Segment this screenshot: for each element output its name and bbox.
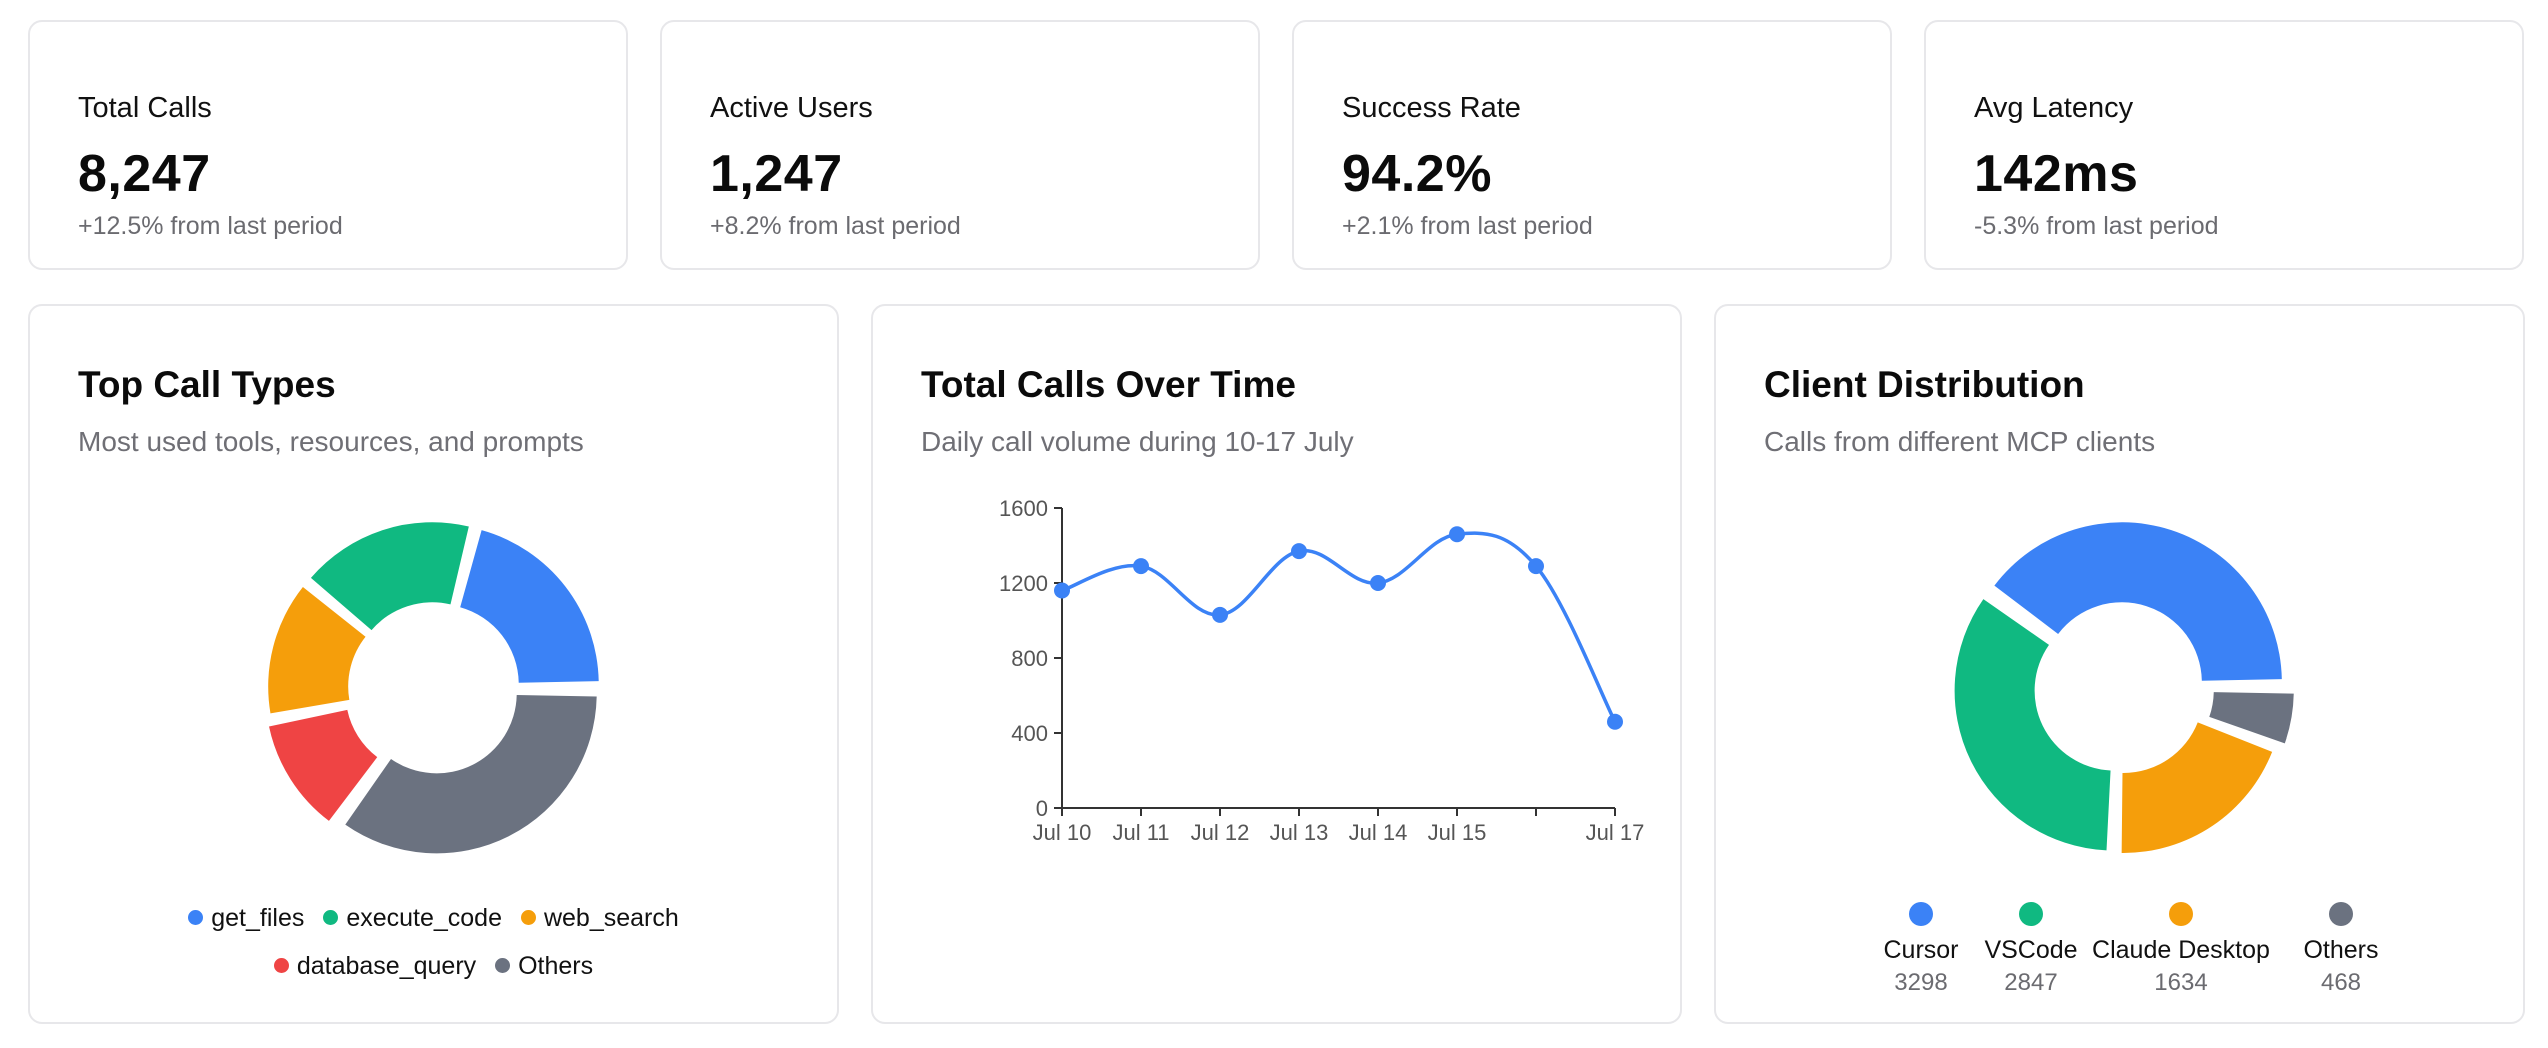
slice-cursor (1994, 522, 2282, 681)
stat-value: 142ms (1974, 145, 2139, 203)
y-tick-label: 800 (1011, 646, 1048, 671)
x-tick-label: Jul 17 (1586, 820, 1645, 845)
legend-count: 1634 (2154, 969, 2208, 996)
data-point (1607, 713, 1623, 730)
legend-item-vscode: VSCode 2847 (1956, 902, 2106, 997)
y-tick-label: 1200 (999, 571, 1048, 596)
stat-card-avg-latency: Avg Latency 142ms -5.3% from last period (1924, 20, 2524, 270)
slice-vscode (1954, 599, 2111, 851)
legend-dot (188, 909, 204, 925)
legend-count: 468 (2320, 969, 2362, 996)
stat-delta: +12.5% from last period (78, 212, 343, 240)
legend-label: get_files (211, 904, 305, 932)
panel-subtitle: Most used tools, resources, and prompts (78, 426, 584, 457)
legend-label: VSCode (1984, 936, 2078, 964)
stat-label: Active Users (710, 92, 873, 124)
slice-others (2209, 692, 2294, 744)
slice-get-files (460, 530, 599, 683)
panel-title: Top Call Types (78, 364, 336, 405)
panel-title: Client Distribution (1764, 364, 2085, 405)
data-point (1449, 526, 1465, 543)
legend-dot (520, 909, 536, 925)
data-point (1054, 582, 1070, 599)
slice-claude-desktop (2121, 722, 2273, 853)
stat-delta: -5.3% from last period (1974, 212, 2219, 240)
legend-label: database_query (296, 952, 477, 980)
client-distribution-card: Client Distribution Calls from different… (1714, 304, 2525, 1024)
legend-label: Claude Desktop (2092, 936, 2270, 964)
legend-count: 3298 (1894, 969, 1948, 996)
stat-delta: +8.2% from last period (710, 212, 961, 240)
data-point (1212, 606, 1228, 623)
stat-label: Avg Latency (1974, 92, 2134, 124)
x-tick-label: Jul 13 (1270, 820, 1329, 845)
calls-over-time-card: Total Calls Over Time Daily call volume … (871, 304, 1682, 1024)
legend-dot (495, 957, 511, 973)
legend-item-claude-desktop: Claude Desktop 1634 (2066, 902, 2296, 997)
call-types-legend: get_files execute_code web_search (30, 904, 837, 933)
panel-subtitle: Calls from different MCP clients (1764, 426, 2156, 457)
x-tick-label: Jul 10 (1033, 820, 1092, 845)
data-point (1370, 575, 1386, 591)
legend-label: Others (2303, 936, 2379, 964)
stat-card-total-calls: Total Calls 8,247 +12.5% from last perio… (28, 20, 628, 270)
data-point (1291, 543, 1307, 560)
stat-card-active-users: Active Users 1,247 +8.2% from last perio… (660, 20, 1260, 270)
legend-item: get_files (188, 904, 304, 933)
panel-subtitle: Daily call volume during 10-17 July (921, 426, 1354, 457)
legend-label: Cursor (1883, 936, 1959, 964)
stat-value: 8,247 (78, 145, 211, 203)
x-tick-label: Jul 12 (1191, 820, 1250, 845)
y-tick-label: 0 (1036, 796, 1048, 821)
slice-execute-code (310, 522, 469, 631)
slice-Others (345, 694, 597, 854)
stat-delta: +2.1% from last period (1342, 212, 1593, 240)
legend-label: Others (518, 952, 594, 980)
legend-dot (2169, 902, 2193, 926)
legend-item-others: Others 468 (2276, 902, 2406, 997)
legend-label: web_search (543, 904, 679, 932)
stat-label: Total Calls (78, 92, 212, 124)
panel-title: Total Calls Over Time (921, 364, 1296, 405)
call-types-legend-row-2: database_query Others (30, 952, 837, 981)
stat-value: 1,247 (710, 145, 843, 203)
stat-value: 94.2% (1342, 145, 1492, 203)
data-point (1528, 558, 1544, 575)
data-point (1133, 558, 1149, 575)
legend-dot (323, 909, 339, 925)
x-tick-label: Jul 14 (1349, 820, 1408, 845)
top-call-types-card: Top Call Types Most used tools, resource… (28, 304, 839, 1024)
calls-line-chart: 0 400 800 1200 1600 Jul 10 Jul 11 Jul 12 Jul 13 J… (999, 496, 1645, 845)
x-tick-label: Jul 15 (1428, 820, 1487, 845)
legend-dot (2329, 902, 2353, 926)
y-tick-label: 400 (1011, 721, 1048, 746)
stat-label: Success Rate (1342, 92, 1521, 124)
slice-web-search (268, 587, 366, 714)
stat-card-success-rate: Success Rate 94.2% +2.1% from last perio… (1292, 20, 1892, 270)
legend-count: 2847 (2004, 969, 2058, 996)
x-tick-label: Jul 11 (1112, 820, 1169, 845)
call-types-donut-chart (268, 522, 599, 854)
legend-item: database_query (273, 952, 477, 981)
slice-database-query (269, 709, 378, 821)
legend-item: execute_code (323, 904, 502, 933)
legend-item-cursor: Cursor 3298 (1846, 902, 1996, 997)
legend-label: execute_code (346, 904, 502, 932)
legend-dot (1909, 902, 1933, 926)
legend-item: Others (495, 952, 593, 981)
legend-dot (273, 957, 289, 973)
legend-dot (2019, 902, 2043, 926)
client-donut-chart (1954, 522, 2294, 853)
legend-item: web_search (520, 904, 679, 933)
y-tick-label: 1600 (999, 496, 1048, 521)
